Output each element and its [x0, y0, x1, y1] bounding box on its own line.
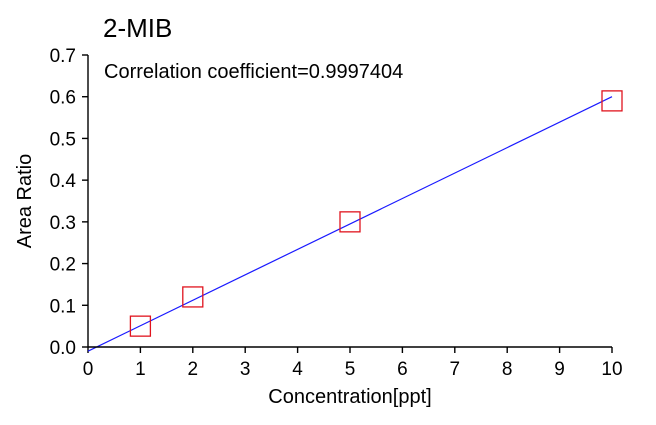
- data-point: [182, 286, 204, 308]
- y-tick-label: 0.3: [50, 213, 76, 234]
- y-axis-label: Area Ratio: [14, 154, 36, 249]
- data-point: [339, 211, 361, 233]
- y-tick-label: 0.5: [50, 129, 76, 150]
- x-tick-label: 6: [397, 359, 408, 380]
- data-point: [601, 90, 623, 112]
- y-tick-label: 0.1: [50, 296, 76, 317]
- x-tick-label: 9: [554, 359, 565, 380]
- fit-line: [87, 96, 613, 352]
- x-tick-label: 5: [345, 359, 356, 380]
- y-tick-label: 0.0: [50, 338, 76, 359]
- x-tick-label: 8: [502, 359, 513, 380]
- x-tick-label: 2: [188, 359, 199, 380]
- x-tick-label: 0: [83, 359, 94, 380]
- correlation-annotation: Correlation coefficient=0.9997404: [104, 61, 403, 83]
- x-tick-label: 4: [292, 359, 303, 380]
- data-points: [129, 90, 623, 337]
- x-axis-ticks: 0 1 2 3 4 5 6 7 8 9 10: [83, 347, 623, 380]
- x-tick-label: 10: [601, 359, 622, 380]
- y-tick-label: 0.7: [50, 46, 76, 67]
- y-tick-label: 0.6: [50, 88, 76, 109]
- y-axis-ticks: 0.0 0.1 0.2 0.3 0.4 0.5 0.6 0.7: [50, 46, 88, 359]
- x-tick-label: 3: [240, 359, 251, 380]
- y-tick-label: 0.2: [50, 255, 76, 276]
- x-axis-label: Concentration[ppt]: [268, 386, 431, 408]
- x-tick-label: 7: [450, 359, 461, 380]
- y-tick-label: 0.4: [50, 171, 77, 192]
- chart-title: 2-MIB: [103, 13, 172, 43]
- x-tick-label: 1: [135, 359, 146, 380]
- data-point: [129, 315, 152, 337]
